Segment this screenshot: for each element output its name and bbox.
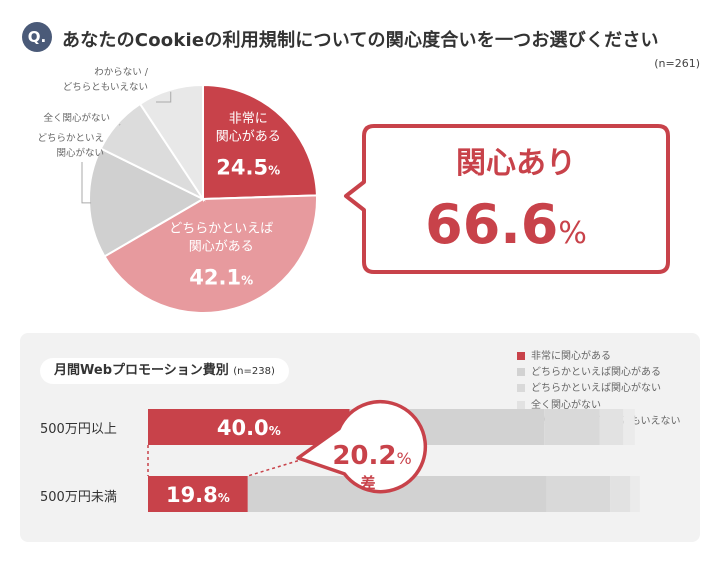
bar-segment-row0-s2 [544,409,600,445]
legend-label: 全く関心がない [531,399,601,411]
promo-title-pill: 月間Webプロモーション費別 (n=238) [40,358,289,384]
pie-outside-label: どちらかといえ [37,133,104,144]
promo-title: 月間Webプロモーション費別 [54,363,229,378]
pie-slice-1 [103,194,318,314]
pie-value-label: 42.1% [189,265,253,289]
promo-n: (n=238) [233,366,275,377]
legend-label: どちらかといえば関心がある [531,367,661,379]
pie-inside-label: どちらかといえば [169,221,273,236]
pie-outside-label: わからない / [94,67,149,78]
pie-slice-4 [138,83,204,203]
svg-text:66.6%: 66.6% [425,193,587,256]
legend-label: 非常に関心がある [531,351,611,362]
bar-segment-row1-s3 [610,476,631,512]
legend-label: どちらかといえば関心がない [531,383,661,395]
difference-unit: % [396,449,411,468]
bar-segment-row1-s4 [630,476,640,512]
question-title: あなたのCookieの利用規制についての関心度合いを一つお選びください [62,30,659,51]
question-badge: Q. [22,22,52,52]
pie-slice-0 [202,83,318,201]
legend-item: どちらかといえば関心がある [517,365,681,381]
callout-value: 66.6 [425,193,558,256]
callout-box [344,124,670,274]
svg-text:20.2%: 20.2% [332,441,411,471]
bar-value-label: 40.0% [217,416,281,440]
pie-leader-line [156,91,172,103]
bar-segment-row0-s4 [623,409,635,445]
pie-value-label: 24.5% [216,155,280,179]
callout-unit: % [558,216,587,251]
callout-label: 関心あり [456,146,576,181]
legend-item: どちらかといえば関心がない [517,381,681,397]
sample-size: (n=261) [654,57,700,70]
pie-inside-label: 関心がある [216,129,281,144]
legend-item: 非常に関心がある [517,349,681,365]
pie-outside-label: 全く関心がない [43,112,110,124]
bar-segment-row1-s2 [546,476,611,512]
pie-inside-label: 非常に [229,111,268,126]
pie-outside-label: 関心がない [56,147,104,159]
bar-segment-row1-s0 [148,476,248,512]
difference-value: 20.2 [332,441,396,471]
interest-callout: 関心あり 66.6% [344,124,670,274]
pie-leader-line [81,162,92,204]
bar-segment-row0-s0 [148,409,350,445]
pie-inside-label: 関心がある [189,239,254,254]
pie-outside-label: どちらともいえない [63,82,148,93]
bar-value-label: 19.8% [166,483,230,507]
difference-label: 差 [360,474,375,492]
bar-segment-row0-s3 [599,409,624,445]
legend-item: 全く関心がない [517,398,681,414]
difference-bubble [296,400,428,494]
row-label-under-5m: 500万円未満 [40,490,117,505]
row-label-over-5m: 500万円以上 [40,422,117,437]
difference-callout: 20.2% 差 [296,400,428,494]
